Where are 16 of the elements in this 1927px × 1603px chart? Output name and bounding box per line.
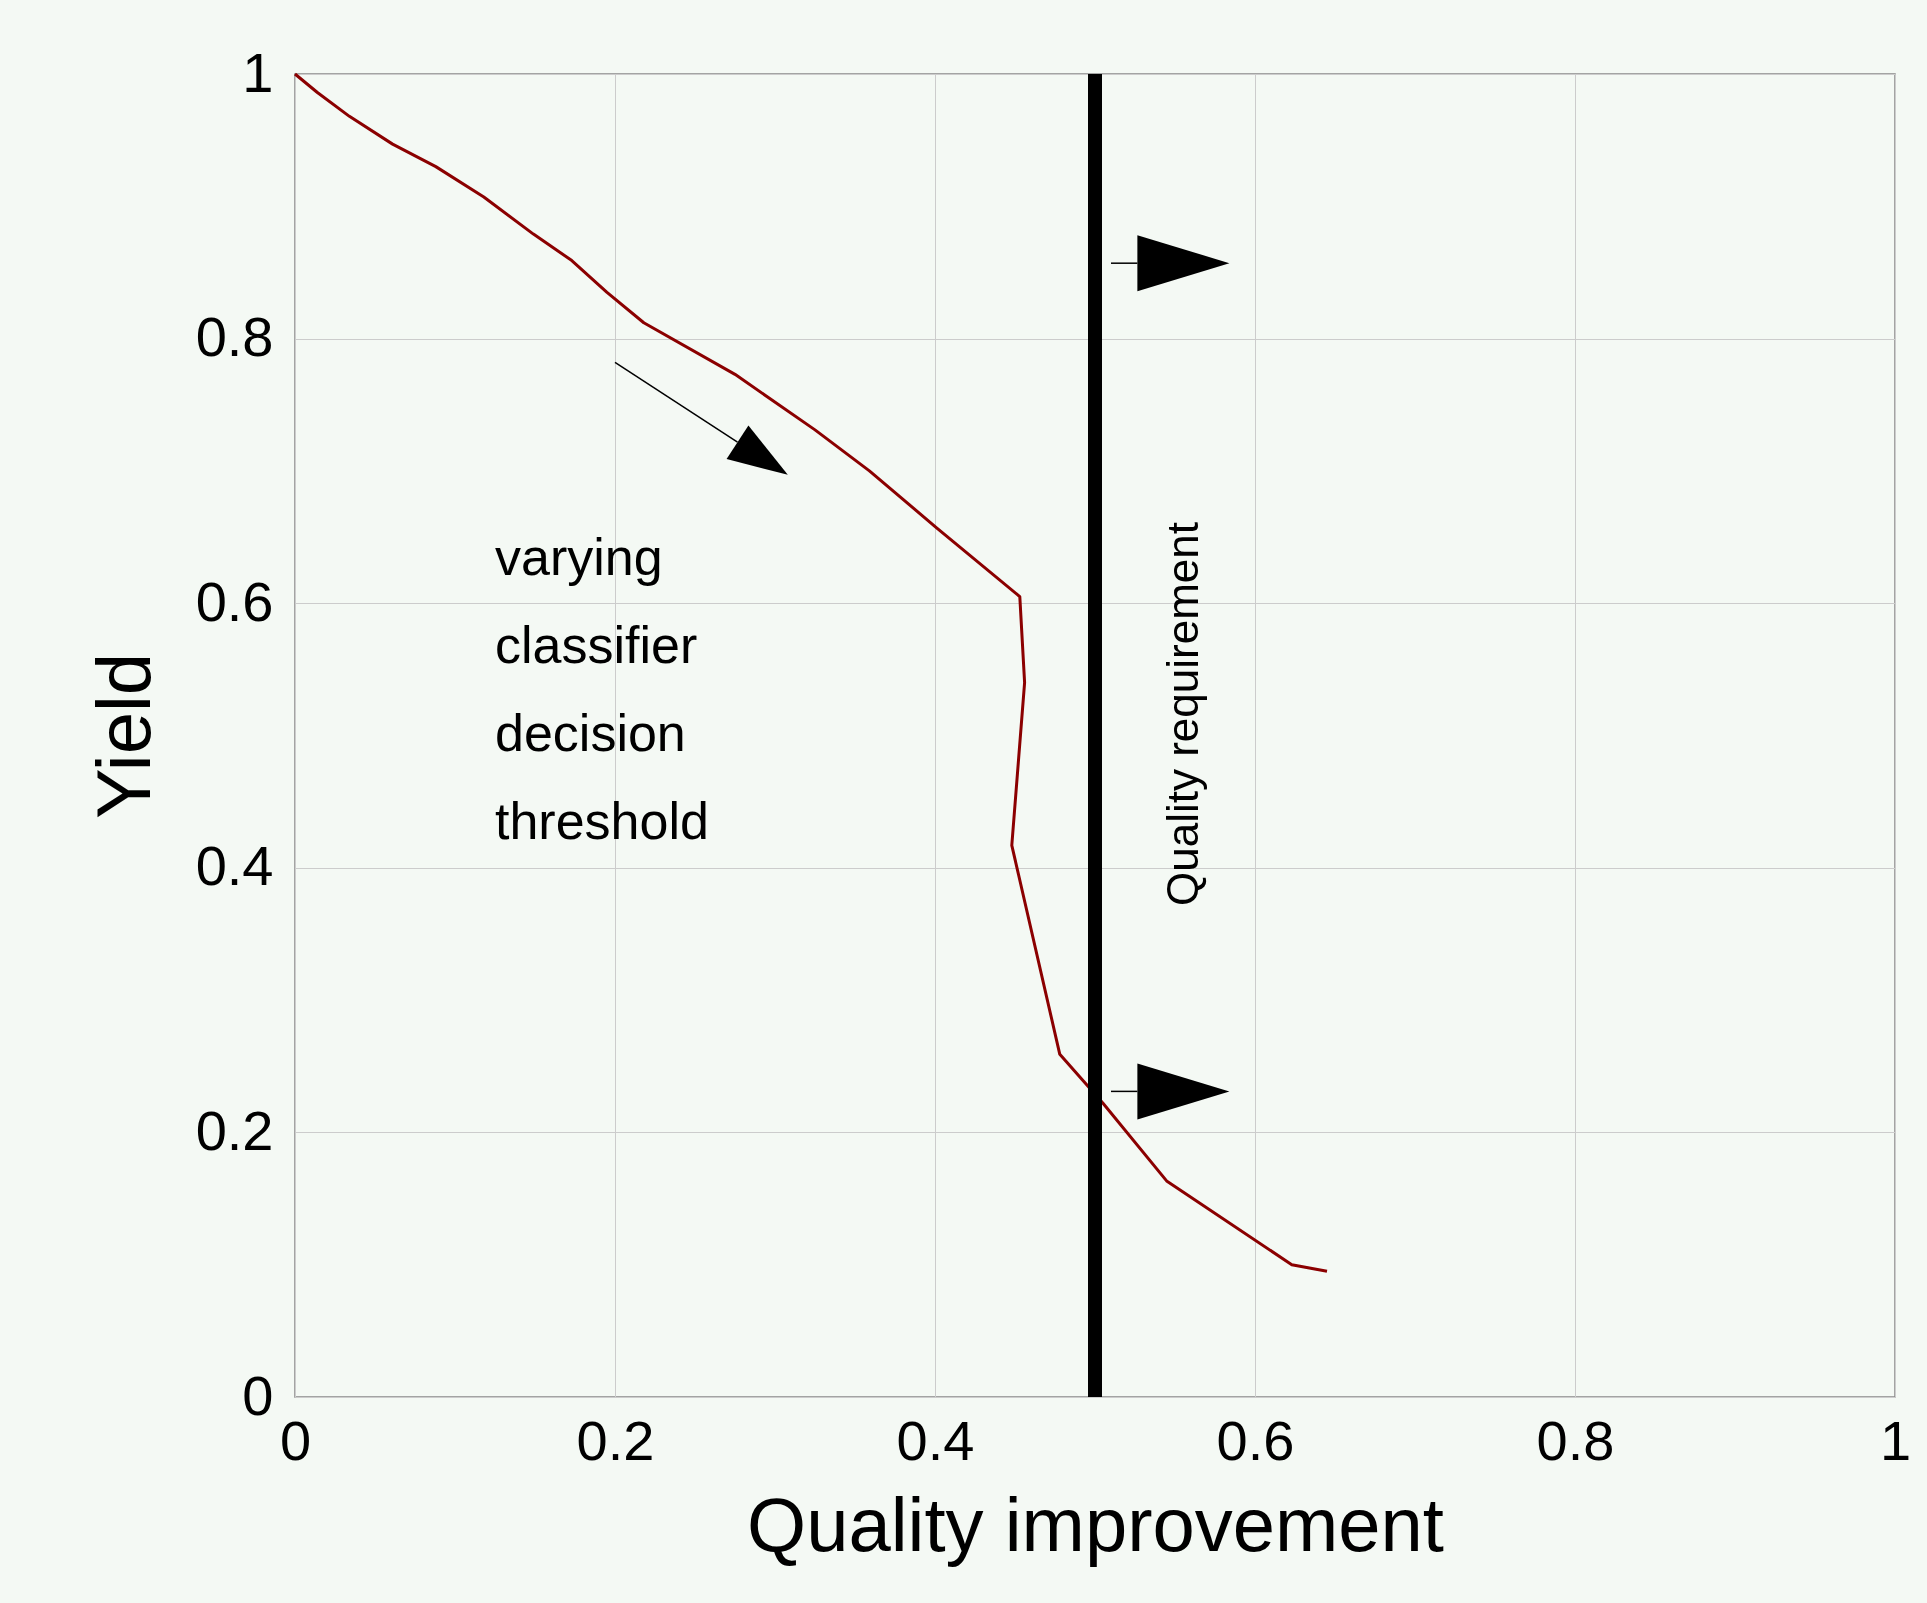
annotation: varying classifier decision threshold [495,528,709,850]
line-series [293,72,1329,1273]
x-tick-label: 0.4 [896,1408,975,1472]
x-tick-label: 0.2 [576,1408,655,1472]
x-tick-label: 1 [1879,1408,1912,1472]
y-tick-label: 1 [242,40,274,104]
x-axis-title: Quality improvement [747,1481,1444,1567]
ref-line-label: Quality requirement [1158,522,1207,906]
x-tick-label: 0.8 [1536,1408,1615,1472]
y-tick-label: 0.8 [195,305,274,369]
x-tick-label: 0.6 [1216,1408,1295,1472]
y-tick-label: 0 [242,1363,274,1427]
y-tick-label: 0.4 [195,834,274,898]
y-tick-label: 0.2 [195,1098,274,1162]
y-axis-title: Yield [80,652,166,820]
y-tick-label: 0.6 [195,569,274,633]
